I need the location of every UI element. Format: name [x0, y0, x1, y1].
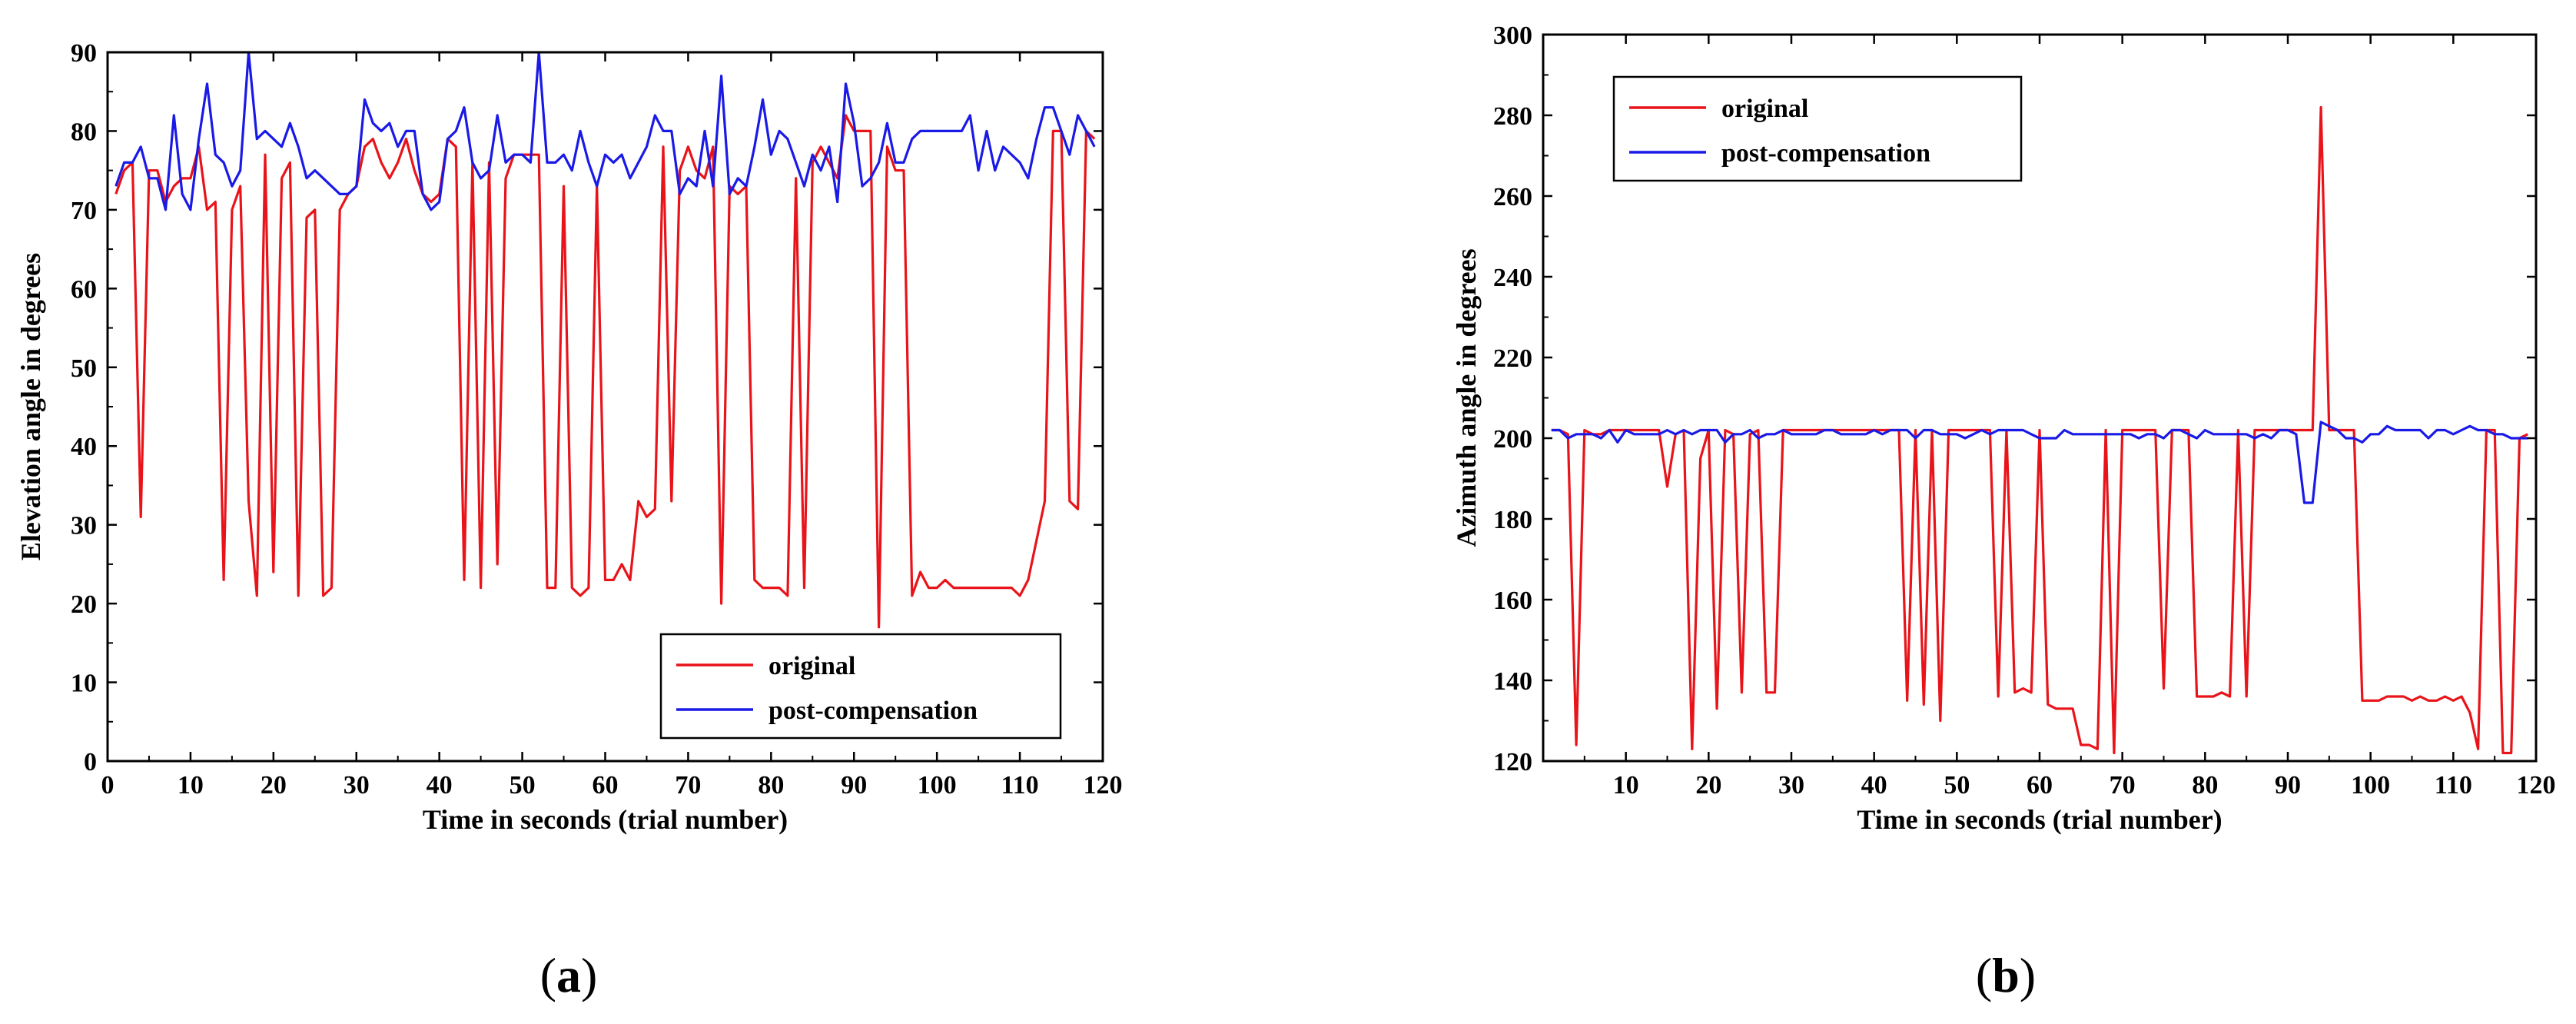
legend-box [1612, 75, 2023, 182]
x-tick-label: 90 [841, 771, 867, 800]
y-tick-label: 0 [84, 748, 97, 776]
y-tick-label: 260 [1493, 183, 1532, 211]
y-tick-label: 20 [71, 590, 97, 619]
x-tick-label: 60 [2027, 771, 2053, 800]
y-tick-label: 50 [71, 354, 97, 383]
series-line-original [1551, 105, 2528, 755]
x-tick-label: 120 [1084, 771, 1123, 800]
y-tick-label: 300 [1493, 22, 1532, 50]
x-tick-label: 60 [593, 771, 619, 800]
y-tick-label: 80 [71, 118, 97, 146]
x-tick-label: 30 [1778, 771, 1804, 800]
legend-label-post-compensation: post-compensation [768, 697, 978, 725]
x-tick-label: 70 [2110, 771, 2136, 800]
x-tick-label: 10 [178, 771, 204, 800]
x-tick-label: 110 [1001, 771, 1039, 800]
legend-label-original: original [768, 652, 855, 680]
x-tick-label: 40 [1861, 771, 1887, 800]
x-tick-label: 20 [261, 771, 287, 800]
chart-b-azimuth: 10 20 30 40 50 60 70 80 90 100 110 120 120 140 160 180 2… [1451, 22, 2556, 835]
y-tick-label: 10 [71, 670, 97, 698]
y-tick-label: 180 [1493, 506, 1532, 534]
y-tick-label: 30 [71, 512, 97, 540]
x-tick-label: 20 [1695, 771, 1721, 800]
y-tick-label: 200 [1493, 425, 1532, 454]
y-tick-label: 90 [71, 39, 97, 68]
legend: original post-compensation [1612, 75, 2023, 182]
x-tick-label: 30 [344, 771, 370, 800]
legend-label-post-compensation: post-compensation [1721, 139, 1930, 168]
series-line-post-compensation [1551, 421, 2528, 504]
y-tick-label: 240 [1493, 264, 1532, 292]
legend-label-original: original [1721, 95, 1808, 123]
caption-b: (b) [1976, 948, 2036, 1002]
x-tick-label: 70 [675, 771, 701, 800]
y-tick-label: 280 [1493, 102, 1532, 131]
y-axis-label: Azimuth angle in degrees [1451, 248, 1482, 547]
y-tick-label: 70 [71, 197, 97, 225]
x-tick-label: 100 [918, 771, 957, 800]
x-tick-label: 50 [1944, 771, 1970, 800]
legend: original post-compensation [659, 633, 1062, 740]
x-axis-label: Time in seconds (trial number) [1857, 804, 2222, 835]
y-tick-label: 40 [71, 433, 97, 461]
x-tick-label: 80 [758, 771, 784, 800]
y-tick-label: 120 [1493, 748, 1532, 776]
x-tick-label: 90 [2275, 771, 2301, 800]
y-tick-label: 160 [1493, 587, 1532, 615]
caption-a: (a) [540, 948, 598, 1002]
x-tick-label: 110 [2435, 771, 2472, 800]
x-axis-label: Time in seconds (trial number) [423, 804, 788, 835]
series-line-post-compensation [115, 52, 1096, 211]
x-tick-label: 100 [2351, 771, 2390, 800]
x-tick-label: 0 [101, 771, 115, 800]
chart-a-elevation: 0 10 20 30 40 50 60 70 80 90 100 110 120 0 10 20 30 40 50 6… [15, 39, 1123, 835]
y-tick-label: 220 [1493, 344, 1532, 373]
x-tick-label: 50 [510, 771, 536, 800]
y-tick-label: 140 [1493, 667, 1532, 696]
legend-box [659, 633, 1062, 740]
x-tick-label: 80 [2192, 771, 2218, 800]
series-line-original [115, 114, 1096, 629]
x-tick-label: 40 [427, 771, 453, 800]
x-tick-label: 10 [1613, 771, 1639, 800]
y-tick-label: 60 [71, 275, 97, 304]
y-axis-label: Elevation angle in degrees [15, 253, 46, 560]
x-tick-label: 120 [2517, 771, 2556, 800]
